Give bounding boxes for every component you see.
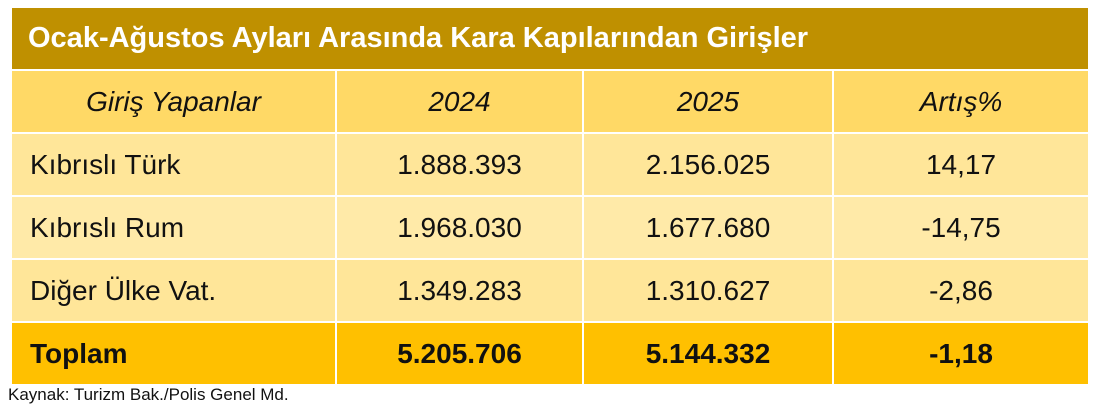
cell: 1.310.627 [582,258,834,323]
row-label: Kıbrıslı Türk [10,132,337,197]
header-cell: 2025 [582,69,834,134]
row-label: Diğer Ülke Vat. [10,258,337,323]
data-row: Kıbrıslı Türk 1.888.393 2.156.025 14,17 [10,132,1091,197]
title-row: Ocak-Ağustos Ayları Arasında Kara Kapıla… [9,6,1091,71]
source-note: Kaynak: Turizm Bak./Polis Genel Md. [8,385,289,404]
cell: 1.677.680 [582,195,834,260]
cell: 1.968.030 [335,195,584,260]
table-title: Ocak-Ağustos Ayları Arasında Kara Kapıla… [9,6,1091,71]
header-cell: Giriş Yapanlar [10,69,337,134]
total-cell: 5.205.706 [335,321,584,386]
data-row: Kıbrıslı Rum 1.968.030 1.677.680 -14,75 [10,195,1091,260]
total-label: Toplam [10,321,337,386]
header-cell: Artış% [831,69,1091,134]
data-table: Ocak-Ağustos Ayları Arasında Kara Kapıla… [9,6,1091,386]
cell: 1.349.283 [335,258,584,323]
total-cell: -1,18 [831,321,1091,386]
data-row: Diğer Ülke Vat. 1.349.283 1.310.627 -2,8… [10,258,1091,323]
total-cell: 5.144.332 [582,321,834,386]
cell: -14,75 [831,195,1091,260]
row-label: Kıbrıslı Rum [10,195,337,260]
cell: -2,86 [831,258,1091,323]
cell: 1.888.393 [335,132,584,197]
total-row: Toplam 5.205.706 5.144.332 -1,18 [10,321,1091,386]
header-row: Giriş Yapanlar 2024 2025 Artış% [10,69,1091,134]
cell: 2.156.025 [582,132,834,197]
header-cell: 2024 [335,69,584,134]
cell: 14,17 [831,132,1091,197]
